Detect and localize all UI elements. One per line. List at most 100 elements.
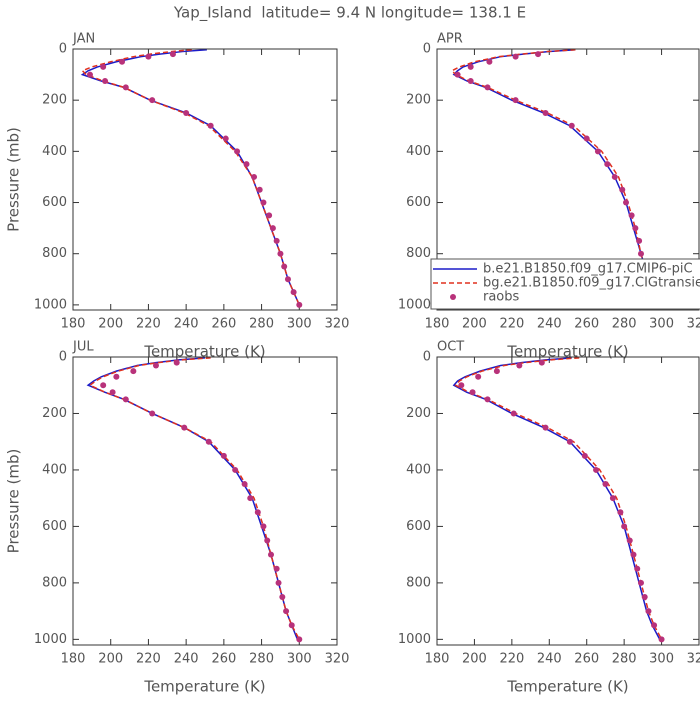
y-tick-label: 200: [406, 93, 431, 108]
raob-point: [281, 263, 288, 270]
x-tick-label: 220: [499, 317, 524, 332]
raob-point: [273, 565, 280, 572]
raob-point: [484, 396, 491, 403]
x-tick-label: 260: [211, 652, 236, 667]
plot-frame: [72, 356, 338, 646]
y-tick-label: 800: [406, 246, 431, 261]
raob-point: [604, 161, 611, 168]
x-tick-label: 280: [249, 317, 274, 332]
raob-point: [630, 551, 637, 558]
raob-point: [568, 122, 575, 129]
raob-point: [621, 523, 628, 530]
panel-title: JUL: [72, 340, 94, 355]
y-tick-label: 600: [42, 195, 67, 210]
y-tick-label: 800: [42, 246, 67, 261]
raob-point: [636, 237, 643, 244]
raob-point: [100, 382, 107, 389]
y-tick-label: 200: [42, 93, 67, 108]
y-tick-label: 1000: [34, 297, 67, 312]
plot-frame: [72, 48, 338, 311]
x-tick-label: 280: [249, 652, 274, 667]
x-axis-label: Temperature (K): [143, 678, 265, 696]
x-tick-label: 320: [687, 317, 700, 332]
legend-label: bg.e21.B1850.f09_g17.CIGtransie: [483, 276, 700, 291]
raob-point: [254, 509, 261, 516]
raob-point: [102, 77, 109, 84]
y-tick-label: 600: [406, 195, 431, 210]
x-tick-label: 320: [325, 317, 350, 332]
y-tick-label: 400: [406, 462, 431, 477]
raob-point: [277, 250, 284, 257]
x-axis-label: Temperature (K): [506, 678, 628, 696]
raob-point: [273, 237, 280, 244]
y-tick-label: 400: [42, 144, 67, 159]
panel: 180 200 220 240 260 280 300 320 0 200 400 600 800 100…: [5, 340, 350, 696]
raob-point: [264, 537, 271, 544]
x-tick-label: 240: [174, 317, 199, 332]
raob-point: [100, 63, 107, 70]
raob-point: [512, 97, 519, 104]
y-tick-label: 0: [59, 42, 67, 57]
raob-point: [122, 84, 129, 91]
raob-point: [181, 424, 188, 431]
raob-point: [493, 368, 500, 375]
raob-point: [220, 452, 227, 459]
raob-point: [86, 71, 93, 78]
y-tick-label: 600: [406, 519, 431, 534]
raob-point: [623, 199, 630, 206]
legend-marker: [450, 294, 456, 300]
raob-point: [222, 135, 229, 142]
raob-point: [583, 135, 590, 142]
y-tick-label: 0: [59, 350, 67, 365]
raob-point: [535, 51, 542, 58]
legend-box: [430, 258, 700, 310]
raob-point: [542, 109, 549, 116]
raob-point: [593, 466, 600, 473]
raob-point: [296, 636, 303, 643]
y-tick-label: 0: [423, 42, 431, 57]
raob-point: [256, 186, 263, 193]
x-tick-label: 280: [612, 652, 637, 667]
raob-point: [234, 148, 241, 155]
raob-point: [637, 579, 644, 586]
raob-point: [113, 373, 120, 380]
panel: 180 200 220 240 260 280 300 320 0 200 400 600 800 100…: [398, 340, 700, 696]
x-tick-label: 260: [574, 652, 599, 667]
raob-point: [149, 97, 156, 104]
raob-point: [275, 579, 282, 586]
y-tick-label: 0: [423, 350, 431, 365]
raob-point: [628, 212, 635, 219]
raob-point: [266, 212, 273, 219]
y-tick-label: 200: [406, 406, 431, 421]
y-tick-label: 1000: [398, 632, 431, 647]
raob-point: [130, 368, 137, 375]
raob-point: [247, 495, 254, 502]
raob-point: [269, 225, 276, 232]
x-tick-label: 300: [287, 317, 312, 332]
raob-point: [617, 509, 624, 516]
raob-point: [207, 122, 214, 129]
raob-point: [251, 173, 258, 180]
x-tick-label: 240: [537, 317, 562, 332]
raob-point: [458, 382, 465, 389]
raob-point: [290, 289, 297, 296]
x-tick-label: 200: [462, 317, 487, 332]
plot-frame: [436, 48, 700, 311]
x-tick-label: 240: [537, 652, 562, 667]
x-tick-label: 220: [499, 652, 524, 667]
raob-point: [268, 551, 274, 558]
raob-point: [611, 173, 618, 180]
profile-line: [86, 357, 299, 640]
legend: b.e21.B1850.f09_g17.CMIP6-piCbg.e21.B185…: [430, 258, 700, 310]
plot-frame: [436, 356, 700, 646]
panel: 180 200 220 240 260 280 300 320 0 200 400 600 800 100…: [398, 32, 700, 361]
x-tick-label: 300: [649, 652, 674, 667]
x-tick-label: 260: [211, 317, 236, 332]
raob-point: [145, 53, 152, 60]
raob-point: [152, 362, 159, 369]
raob-point: [475, 373, 482, 380]
x-tick-label: 300: [649, 317, 674, 332]
raob-point: [260, 523, 267, 530]
raob-point: [109, 389, 116, 396]
